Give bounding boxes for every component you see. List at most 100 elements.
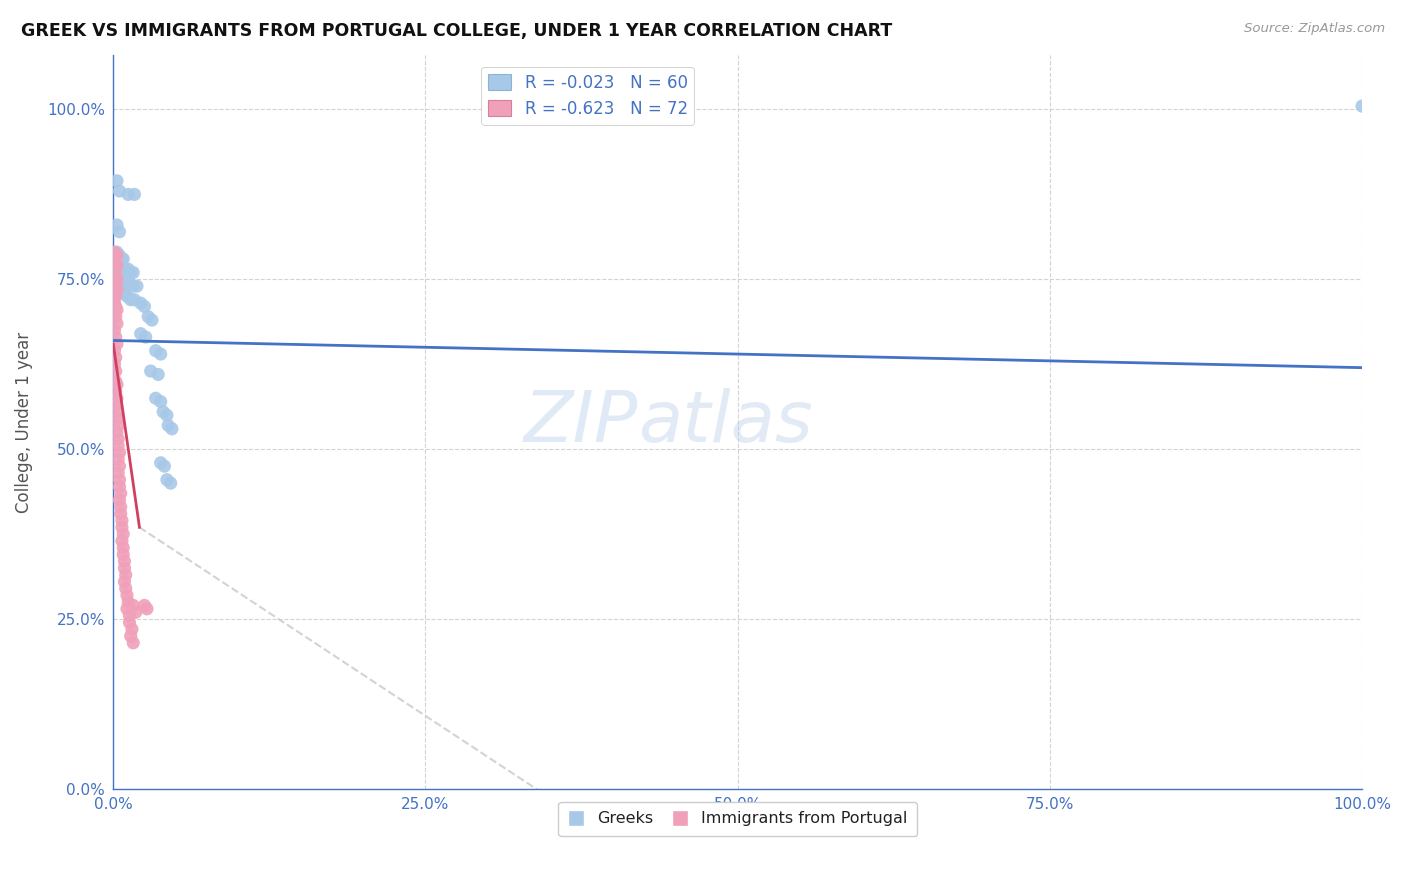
- Point: [120, 293, 142, 307]
- Point: [111, 252, 134, 266]
- Point: [114, 582, 136, 596]
- Point: [107, 255, 129, 269]
- Point: [110, 507, 132, 521]
- Point: [103, 276, 125, 290]
- Point: [110, 500, 132, 514]
- Point: [104, 248, 127, 262]
- Point: [103, 285, 125, 300]
- Point: [105, 248, 128, 262]
- Point: [105, 337, 128, 351]
- Text: Source: ZipAtlas.com: Source: ZipAtlas.com: [1244, 22, 1385, 36]
- Point: [159, 476, 181, 491]
- Point: [157, 418, 180, 433]
- Legend: Greeks, Immigrants from Portugal: Greeks, Immigrants from Portugal: [558, 802, 917, 836]
- Point: [105, 255, 128, 269]
- Point: [108, 473, 131, 487]
- Point: [115, 588, 138, 602]
- Point: [156, 473, 179, 487]
- Point: [111, 272, 134, 286]
- Point: [105, 302, 128, 317]
- Point: [112, 262, 135, 277]
- Point: [125, 605, 148, 619]
- Point: [108, 248, 131, 262]
- Point: [111, 259, 134, 273]
- Point: [103, 245, 125, 260]
- Point: [105, 425, 128, 440]
- Point: [105, 411, 128, 425]
- Point: [104, 310, 127, 324]
- Point: [104, 268, 127, 283]
- Point: [1351, 99, 1374, 113]
- Text: atlas: atlas: [638, 387, 813, 457]
- Point: [112, 252, 135, 266]
- Point: [110, 259, 132, 273]
- Point: [120, 266, 142, 280]
- Point: [122, 636, 145, 650]
- Point: [103, 323, 125, 337]
- Point: [105, 245, 128, 260]
- Point: [104, 289, 127, 303]
- Point: [108, 479, 131, 493]
- Point: [105, 218, 128, 232]
- Point: [105, 259, 128, 273]
- Point: [111, 533, 134, 548]
- Point: [110, 272, 132, 286]
- Point: [149, 394, 172, 409]
- Point: [124, 187, 146, 202]
- Point: [122, 599, 145, 613]
- Point: [114, 561, 136, 575]
- Point: [105, 272, 128, 286]
- Point: [107, 248, 129, 262]
- Point: [115, 276, 138, 290]
- Point: [125, 279, 148, 293]
- Point: [118, 615, 141, 630]
- Text: ZIP: ZIP: [523, 387, 638, 457]
- Point: [104, 364, 127, 378]
- Y-axis label: College, Under 1 year: College, Under 1 year: [15, 332, 32, 513]
- Point: [114, 285, 136, 300]
- Point: [149, 456, 172, 470]
- Point: [114, 567, 136, 582]
- Point: [103, 357, 125, 371]
- Point: [111, 285, 134, 300]
- Point: [103, 343, 125, 358]
- Point: [117, 595, 139, 609]
- Point: [136, 602, 159, 616]
- Point: [103, 266, 125, 280]
- Point: [129, 326, 152, 341]
- Point: [104, 259, 127, 273]
- Point: [103, 296, 125, 310]
- Point: [105, 377, 128, 392]
- Point: [135, 330, 157, 344]
- Point: [110, 252, 132, 266]
- Point: [112, 541, 135, 555]
- Point: [108, 493, 131, 508]
- Point: [108, 445, 131, 459]
- Point: [108, 225, 131, 239]
- Point: [134, 599, 156, 613]
- Point: [104, 300, 127, 314]
- Point: [111, 514, 134, 528]
- Point: [145, 391, 167, 405]
- Point: [111, 520, 134, 534]
- Point: [120, 629, 142, 643]
- Point: [149, 347, 172, 361]
- Point: [104, 330, 127, 344]
- Point: [118, 276, 141, 290]
- Point: [160, 422, 183, 436]
- Point: [139, 364, 162, 378]
- Point: [105, 405, 128, 419]
- Point: [153, 459, 176, 474]
- Point: [108, 184, 131, 198]
- Point: [134, 300, 156, 314]
- Point: [122, 279, 145, 293]
- Point: [107, 418, 129, 433]
- Point: [108, 285, 131, 300]
- Point: [114, 554, 136, 568]
- Point: [117, 187, 139, 202]
- Point: [107, 466, 129, 480]
- Point: [107, 268, 129, 283]
- Point: [105, 391, 128, 405]
- Point: [104, 398, 127, 412]
- Point: [107, 452, 129, 467]
